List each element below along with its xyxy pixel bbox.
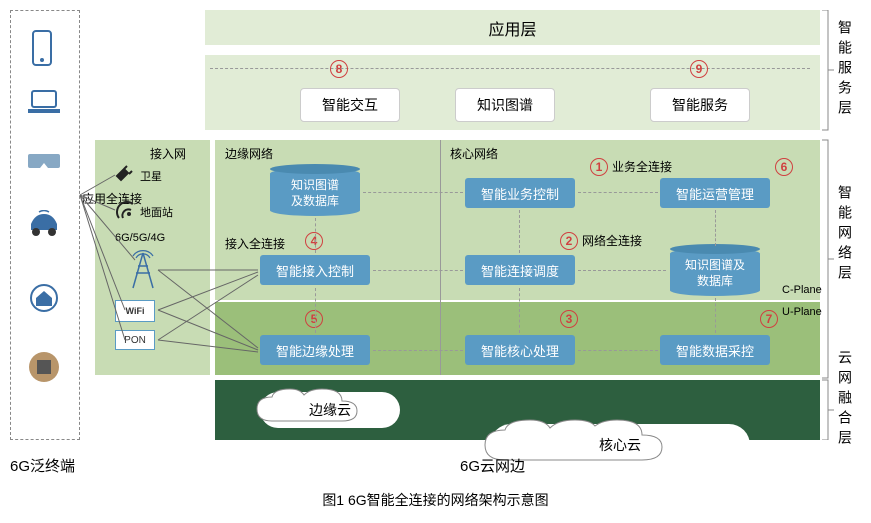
core-cloud: 核心云 (490, 424, 750, 466)
h-conn-4 (578, 270, 666, 271)
ground-icon (115, 200, 137, 222)
ground-label: 地面站 (140, 204, 173, 220)
core-proc: 智能核心处理 (465, 335, 575, 365)
vr-icon (27, 150, 61, 174)
car-icon (25, 210, 63, 238)
v-conn-4 (315, 288, 316, 333)
wifi-box: WiFi (115, 300, 155, 322)
service-dash (210, 68, 810, 69)
kg-db-2: 知识图谱及 数据库 (670, 248, 760, 296)
num-2: 2 (560, 232, 578, 250)
app-layer-title: 应用层 (488, 16, 536, 40)
access-conn-label: 接入全连接 (225, 235, 285, 252)
num-3: 3 (560, 310, 578, 328)
pon-box: PON (115, 330, 155, 350)
phone-icon (30, 30, 54, 66)
edge-net-label: 边缘网络 (225, 145, 273, 162)
caption: 图1 6G智能全连接的网络架构示意图 (0, 490, 871, 510)
conn-sched: 智能连接调度 (465, 255, 575, 285)
laptop-icon (27, 90, 61, 116)
num-1: 1 (590, 158, 608, 176)
app-layer-bg: 应用层 (205, 10, 820, 45)
v-conn-2 (519, 210, 520, 253)
layer-service-label: 智能服务层 (835, 20, 855, 120)
num-4: 4 (305, 232, 323, 250)
bottom-right-label: 6G云网边 (460, 455, 525, 476)
num-5: 5 (305, 310, 323, 328)
cplane-label: C-Plane (782, 284, 822, 296)
net-conn-label: 网络全连接 (582, 232, 642, 249)
h-conn-1 (363, 192, 463, 193)
edge-core-divider (440, 140, 441, 375)
access-ctrl: 智能接入控制 (260, 255, 370, 285)
h-conn-2 (578, 192, 658, 193)
uplane-label: U-Plane (782, 306, 822, 318)
num-8: 8 (330, 60, 348, 78)
home-icon (27, 280, 61, 312)
tech-label: 6G/5G/4G (115, 232, 165, 244)
v-conn-6 (715, 298, 716, 333)
tower-icon (128, 248, 158, 290)
service-svc: 智能服务 (650, 88, 750, 122)
num-6: 6 (775, 158, 793, 176)
layer-cloud-label: 云网融合层 (835, 350, 855, 450)
num-7: 7 (760, 310, 778, 328)
ops-mgmt: 智能运营管理 (660, 178, 770, 208)
edge-cloud: 边缘云 (260, 392, 400, 428)
sat-label: 卫星 (140, 168, 162, 184)
satellite-icon (115, 165, 137, 187)
service-interact: 智能交互 (300, 88, 400, 122)
h-conn-5 (373, 350, 463, 351)
chip-icon (27, 350, 61, 384)
edge-proc: 智能边缘处理 (260, 335, 370, 365)
core-net-label: 核心网络 (450, 145, 498, 162)
h-conn-6 (578, 350, 658, 351)
biz-ctrl: 智能业务控制 (465, 178, 575, 208)
access-net-label: 接入网 (150, 145, 186, 162)
biz-conn-label: 业务全连接 (612, 158, 672, 175)
data-coll: 智能数据采控 (660, 335, 770, 365)
service-kg: 知识图谱 (455, 88, 555, 122)
layer-network-label: 智能网络层 (835, 185, 855, 285)
num-9: 9 (690, 60, 708, 78)
bottom-left-label: 6G泛终端 (10, 455, 75, 476)
v-conn-5 (519, 288, 520, 333)
v-conn-1 (315, 218, 316, 253)
kg-db-1: 知识图谱 及数据库 (270, 168, 360, 216)
brackets (822, 10, 836, 440)
h-conn-3 (373, 270, 463, 271)
v-conn-3 (715, 210, 716, 246)
